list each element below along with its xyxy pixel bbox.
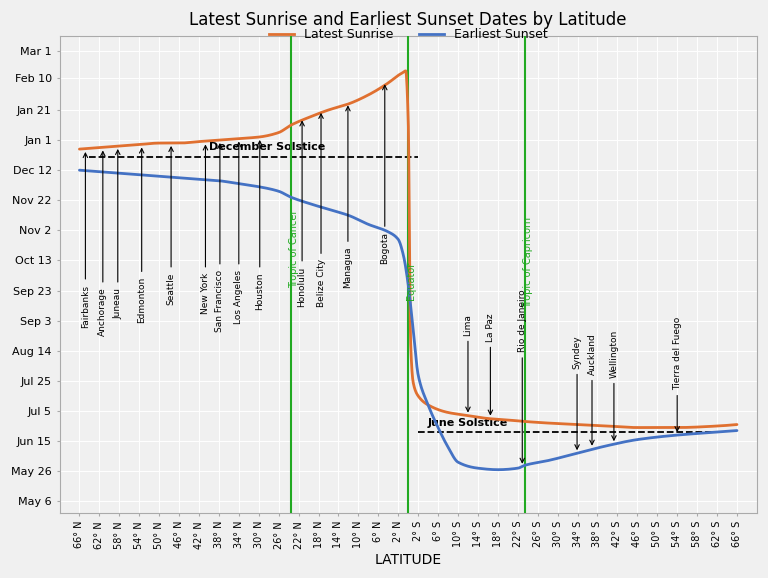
Latest Sunrise (74, 146, 84, 153)
Text: June Solstice: June Solstice (428, 417, 508, 428)
Text: Houston: Houston (255, 141, 264, 310)
Text: Anchorage: Anchorage (98, 151, 108, 336)
Latest Sunrise (713, 423, 723, 429)
Text: Wellington: Wellington (610, 329, 618, 440)
Earliest Sunset (493, 466, 502, 473)
Text: Managua: Managua (343, 106, 353, 288)
Text: Tropic of Capricorn: Tropic of Capricorn (523, 217, 533, 308)
Text: Fairbanks: Fairbanks (81, 153, 90, 328)
Text: Seattle: Seattle (167, 147, 176, 305)
Text: San Francisco: San Francisco (215, 144, 224, 332)
Earliest Sunset (395, 238, 404, 244)
Text: Equator: Equator (406, 262, 415, 300)
Text: Juneau: Juneau (114, 150, 122, 318)
Latest Sunrise (633, 424, 642, 431)
Earliest Sunset (593, 444, 602, 451)
Text: Honolulu: Honolulu (297, 121, 306, 307)
Text: Lima: Lima (463, 314, 472, 412)
Latest Sunrise (401, 68, 410, 75)
Earliest Sunset (377, 225, 386, 232)
Text: Tierra del Fuego: Tierra del Fuego (673, 317, 682, 431)
Latest Sunrise (377, 84, 386, 91)
Text: Los Angeles: Los Angeles (234, 143, 243, 324)
Latest Sunrise (108, 143, 118, 150)
Title: Latest Sunrise and Earliest Sunset Dates by Latitude: Latest Sunrise and Earliest Sunset Dates… (190, 11, 627, 29)
Text: December Solstice: December Solstice (209, 142, 325, 152)
Earliest Sunset (713, 428, 723, 435)
Earliest Sunset (74, 166, 84, 173)
Text: Tropic of Cancer: Tropic of Cancer (289, 209, 299, 288)
Text: Auckland: Auckland (588, 333, 597, 444)
Legend: Latest Sunrise, Earliest Sunset: Latest Sunrise, Earliest Sunset (264, 23, 552, 46)
Text: Rio de Janeiro: Rio de Janeiro (518, 290, 527, 462)
Text: La Paz: La Paz (486, 313, 495, 414)
Latest Sunrise (395, 71, 404, 78)
Line: Earliest Sunset: Earliest Sunset (79, 170, 737, 470)
Text: Edmonton: Edmonton (137, 149, 146, 323)
Text: New York: New York (201, 146, 210, 314)
Latest Sunrise (593, 422, 602, 429)
Text: Syndey: Syndey (573, 335, 581, 449)
Text: Bogota: Bogota (380, 86, 389, 264)
Earliest Sunset (733, 427, 742, 434)
Line: Latest Sunrise: Latest Sunrise (79, 71, 737, 428)
Earliest Sunset (713, 428, 723, 435)
Latest Sunrise (733, 421, 742, 428)
Earliest Sunset (108, 169, 118, 176)
X-axis label: LATITUDE: LATITUDE (375, 553, 442, 567)
Text: Belize City: Belize City (316, 114, 326, 307)
Latest Sunrise (714, 423, 723, 429)
